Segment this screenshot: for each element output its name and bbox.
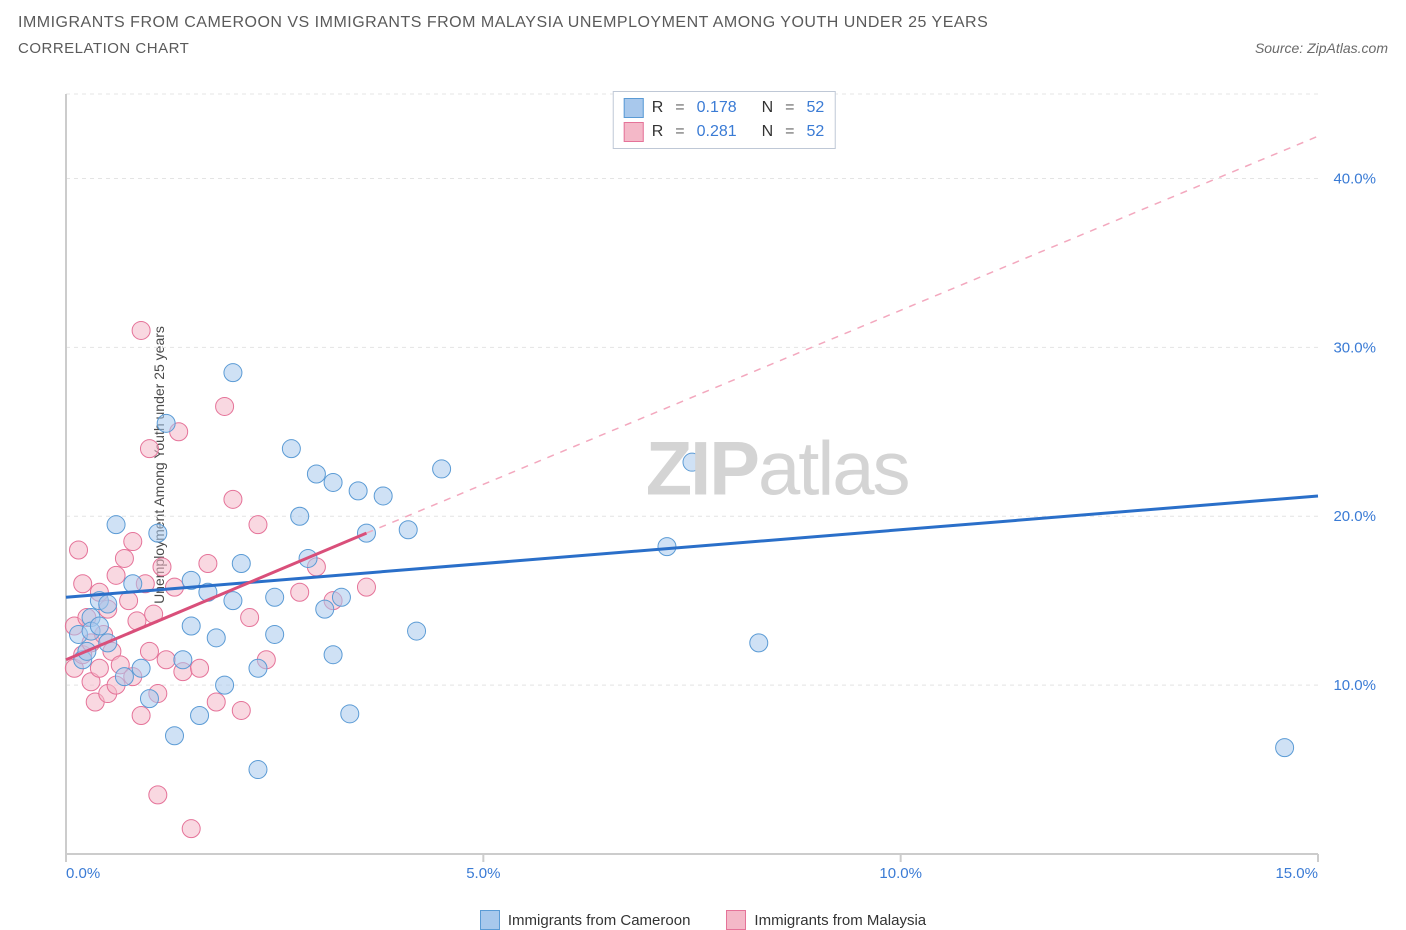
svg-text:0.0%: 0.0% [66, 865, 100, 882]
correlation-legend: R=0.178 N=52 R=0.281 N=52 [613, 91, 836, 149]
chart-subtitle: CORRELATION CHART [18, 40, 189, 57]
series-legend: Immigrants from Cameroon Immigrants from … [0, 910, 1406, 930]
legend-item: Immigrants from Malaysia [726, 910, 926, 930]
svg-text:5.0%: 5.0% [466, 865, 500, 882]
svg-text:15.0%: 15.0% [1275, 865, 1318, 882]
svg-text:10.0%: 10.0% [879, 865, 922, 882]
chart-container: ZIPatlas R=0.178 N=52 R=0.281 N=52 10.0%… [60, 88, 1388, 882]
svg-text:20.0%: 20.0% [1333, 508, 1376, 525]
legend-item: Immigrants from Cameroon [480, 910, 691, 930]
source-label: Source: ZipAtlas.com [1255, 40, 1388, 56]
svg-text:10.0%: 10.0% [1333, 677, 1376, 694]
chart-title: IMMIGRANTS FROM CAMEROON VS IMMIGRANTS F… [18, 14, 1388, 32]
svg-text:40.0%: 40.0% [1333, 170, 1376, 187]
svg-text:30.0%: 30.0% [1333, 339, 1376, 356]
scatter-plot: 10.0% 20.0% 30.0% 40.0% 0.0% 5.0% 10.0% 15.0% [60, 88, 1388, 882]
